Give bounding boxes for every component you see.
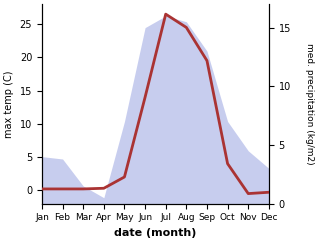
X-axis label: date (month): date (month) (114, 228, 197, 238)
Y-axis label: med. precipitation (kg/m2): med. precipitation (kg/m2) (305, 43, 314, 165)
Y-axis label: max temp (C): max temp (C) (4, 70, 14, 138)
